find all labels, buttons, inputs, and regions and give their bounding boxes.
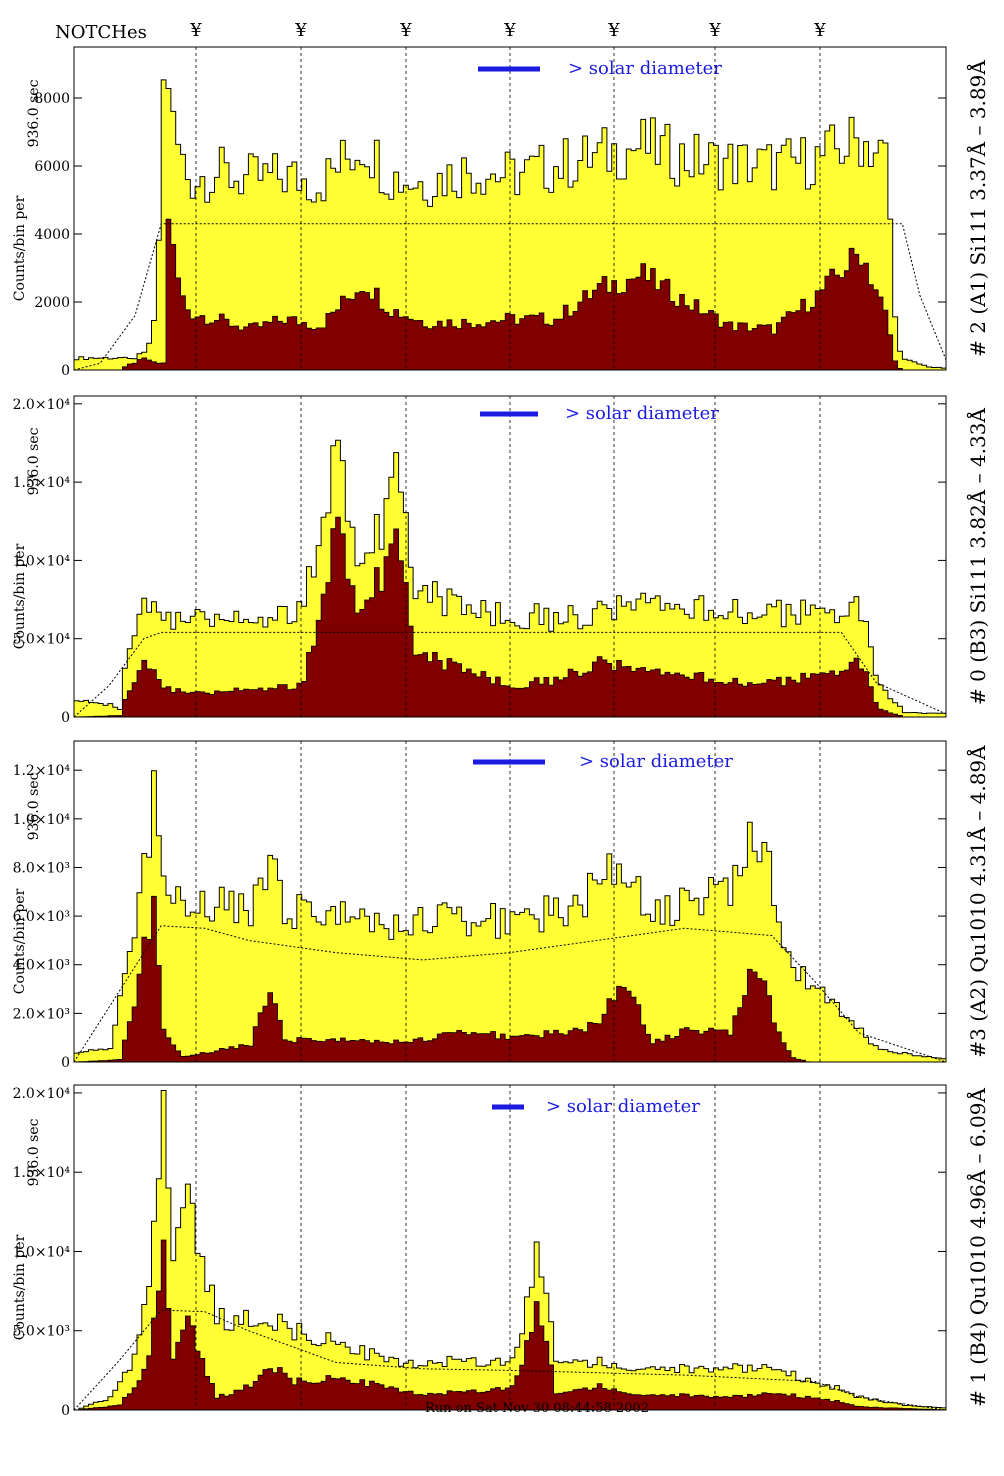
notch-mark: ¥: [294, 20, 307, 41]
y-tick-label: 1.0×10⁴: [13, 1244, 71, 1260]
notch-mark: ¥: [503, 20, 516, 41]
y-axis-time-label: 936.0 sec: [26, 772, 42, 840]
notch-mark: ¥: [708, 20, 721, 41]
plot-frame: [73, 740, 947, 1063]
y-axis-time-label: 936.0 sec: [26, 79, 42, 147]
notch-mark: ¥: [813, 20, 826, 41]
yellow-histogram: [74, 79, 946, 370]
model-curve: [74, 925, 946, 1062]
y-tick-label: 0: [61, 1055, 70, 1071]
y-tick-label: 0: [61, 1403, 70, 1419]
panel-side-title: # 1 (B4) Qu1010 4.96Å – 6.09Å: [965, 1088, 990, 1407]
y-axis-time-label: 936.0 sec: [26, 427, 42, 495]
y-tick-label: 1.0×10⁴: [13, 812, 71, 828]
panel-a1: 0 2000 4000 6000 8000 Counts/bin per 936.0 sec…: [12, 46, 990, 379]
panel-side-title: # 0 (B3) Si111 3.82Å – 4.33Å: [965, 408, 990, 705]
notch-mark: ¥: [607, 20, 620, 41]
maroon-histogram: [74, 895, 946, 1062]
maroon-histogram: [74, 516, 946, 717]
maroon-histogram: [74, 218, 946, 370]
panel-side-title: #3 (A2) Qu1010 4.31Å – 4.89Å: [965, 745, 990, 1058]
y-tick-label: 4000: [34, 227, 70, 243]
y-tick-label: 2000: [34, 295, 70, 311]
model-curve: [74, 223, 946, 370]
panels: 0 2000 4000 6000 8000 Counts/bin per 936.0 sec…: [12, 46, 990, 1419]
y-tick-label: 1.5×10⁴: [13, 1165, 71, 1181]
plot-area: [74, 741, 946, 1062]
panel-b3: 0 5.0×10⁴ 1.0×10⁴ 1.5×10⁴ 2.0×10⁴ Counts/bin …: [12, 395, 990, 726]
plot-frame: [73, 46, 947, 371]
plot-area: [74, 1085, 946, 1410]
y-axis-label: Counts/bin per: [12, 888, 28, 994]
y-tick-label: 8.0×10³: [13, 860, 70, 876]
y-axis-label: Counts/bin per: [12, 195, 28, 301]
plot-area: [74, 396, 946, 717]
model-curve: [74, 631, 946, 717]
y-tick-label: 5.0×10³: [13, 1324, 70, 1340]
y-axis-label: Counts/bin per: [12, 1234, 28, 1340]
y-axis-label: Counts/bin per: [12, 543, 28, 649]
yellow-histogram: [74, 1090, 946, 1410]
plot-area: [74, 47, 946, 370]
notch-mark: ¥: [189, 20, 202, 41]
model-curve: [74, 1309, 946, 1410]
y-axis-time-label: 936.0 sec: [26, 1118, 42, 1186]
solar-diameter-label: > solar diameter: [568, 58, 722, 79]
plot-frame: [73, 1084, 947, 1411]
y-tick-label: 1.2×10⁴: [13, 763, 71, 779]
solar-diameter-label: > solar diameter: [579, 751, 733, 772]
y-tick-label: 6000: [34, 159, 70, 175]
notch-marks: ¥ ¥ ¥ ¥ ¥ ¥ ¥: [189, 20, 826, 41]
run-footer: Run on Sat Nov 30 08:44:58 2002: [425, 1401, 649, 1416]
y-tick-label: 0: [61, 363, 70, 379]
plot-frame: [73, 395, 947, 718]
y-tick-label: 0: [61, 710, 70, 726]
yellow-histogram: [74, 770, 946, 1062]
y-tick-label: 2.0×10³: [13, 1006, 70, 1022]
panel-b4: 0 5.0×10³ 1.0×10⁴ 1.5×10⁴ 2.0×10⁴ Counts/bin …: [12, 1084, 990, 1419]
y-tick-label: 1.5×10⁴: [13, 475, 71, 491]
y-tick-label: 2.0×10⁴: [13, 397, 71, 413]
solar-diameter-label: > solar diameter: [565, 403, 719, 424]
panel-a2: 0 2.0×10³ 4.0×10³ 6.0×10³ 8.0×10³ 1.0×10⁴ 1.2×…: [12, 740, 990, 1071]
yellow-histogram: [74, 439, 946, 717]
y-tick-label: 1.0×10⁴: [13, 553, 71, 569]
notches-label: NOTCHes: [55, 22, 147, 43]
panel-side-title: # 2 (A1) Si111 3.37Å – 3.89Å: [965, 60, 990, 357]
y-tick-label: 5.0×10⁴: [13, 632, 71, 648]
y-tick-label: 6.0×10³: [13, 909, 70, 925]
notch-mark: ¥: [399, 20, 412, 41]
solar-diameter-label: > solar diameter: [546, 1096, 700, 1117]
y-tick-label: 2.0×10⁴: [13, 1086, 71, 1102]
y-tick-label: 4.0×10³: [13, 958, 70, 974]
y-tick-label: 8000: [34, 91, 70, 107]
